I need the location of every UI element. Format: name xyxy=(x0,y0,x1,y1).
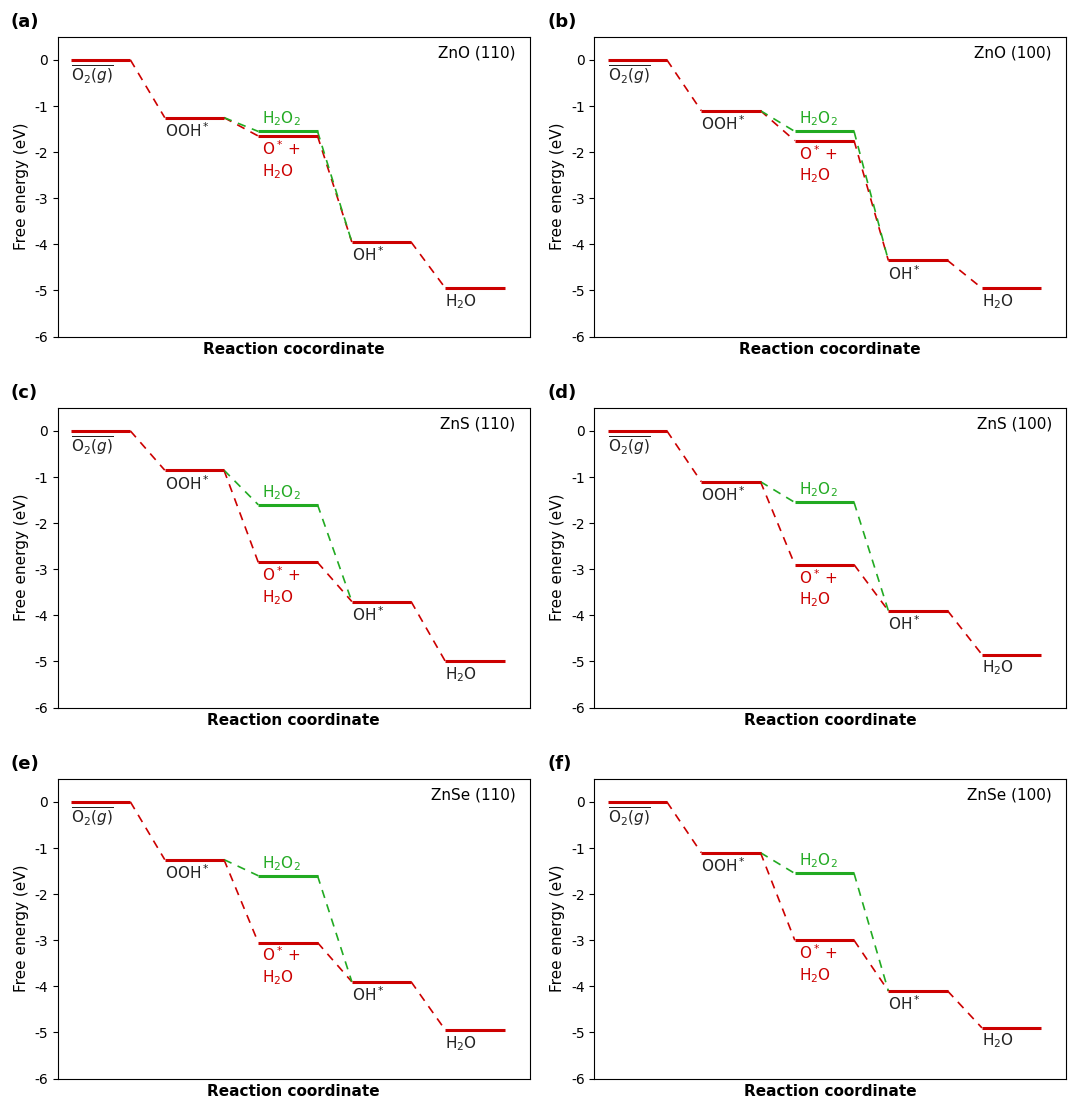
X-axis label: Reaction coordinate: Reaction coordinate xyxy=(207,1084,380,1100)
Y-axis label: Free energy (eV): Free energy (eV) xyxy=(14,865,29,993)
Text: $\mathrm{H_2O_2}$: $\mathrm{H_2O_2}$ xyxy=(262,109,301,128)
X-axis label: Reaction cocordinate: Reaction cocordinate xyxy=(203,342,384,357)
Text: $\mathrm{H_2O}$: $\mathrm{H_2O}$ xyxy=(445,1034,477,1053)
Text: $\mathrm{OOH^*}$: $\mathrm{OOH^*}$ xyxy=(165,864,210,881)
Text: $\mathrm{O^*+}$
$\mathrm{H_2O}$: $\mathrm{O^*+}$ $\mathrm{H_2O}$ xyxy=(799,944,837,985)
Text: $\mathrm{H_2O_2}$: $\mathrm{H_2O_2}$ xyxy=(799,481,837,500)
Text: $\mathrm{OH^*}$: $\mathrm{OH^*}$ xyxy=(889,995,921,1013)
Text: (d): (d) xyxy=(548,384,577,402)
Text: (a): (a) xyxy=(11,13,39,31)
Text: ZnSe (110): ZnSe (110) xyxy=(431,788,515,802)
Text: $\overline{\mathrm{O_2}(g)}$: $\overline{\mathrm{O_2}(g)}$ xyxy=(608,63,650,87)
Text: $\mathrm{H_2O_2}$: $\mathrm{H_2O_2}$ xyxy=(799,851,837,870)
Text: $\overline{\mathrm{O_2}(g)}$: $\overline{\mathrm{O_2}(g)}$ xyxy=(71,806,114,829)
X-axis label: Reaction coordinate: Reaction coordinate xyxy=(744,713,917,728)
Text: (c): (c) xyxy=(11,384,38,402)
Text: ZnSe (100): ZnSe (100) xyxy=(968,788,1052,802)
X-axis label: Reaction coordinate: Reaction coordinate xyxy=(744,1084,917,1100)
Text: $\mathrm{H_2O_2}$: $\mathrm{H_2O_2}$ xyxy=(799,109,837,128)
Y-axis label: Free energy (eV): Free energy (eV) xyxy=(551,124,566,250)
Text: ZnS (100): ZnS (100) xyxy=(976,417,1052,432)
Text: (b): (b) xyxy=(548,13,577,31)
Text: $\mathrm{OH^*}$: $\mathrm{OH^*}$ xyxy=(889,264,921,283)
Text: $\overline{\mathrm{O_2}(g)}$: $\overline{\mathrm{O_2}(g)}$ xyxy=(71,63,114,87)
Text: $\mathrm{OOH^*}$: $\mathrm{OOH^*}$ xyxy=(165,474,210,493)
Text: ZnO (110): ZnO (110) xyxy=(437,46,515,61)
Text: $\mathrm{H_2O}$: $\mathrm{H_2O}$ xyxy=(982,1032,1014,1051)
Text: $\mathrm{H_2O}$: $\mathrm{H_2O}$ xyxy=(982,658,1014,677)
Text: $\overline{\mathrm{O_2}(g)}$: $\overline{\mathrm{O_2}(g)}$ xyxy=(71,435,114,457)
Text: $\mathrm{H_2O_2}$: $\mathrm{H_2O_2}$ xyxy=(262,854,301,873)
Text: (f): (f) xyxy=(548,755,571,772)
Text: $\mathrm{O^*+}$
$\mathrm{H_2O}$: $\mathrm{O^*+}$ $\mathrm{H_2O}$ xyxy=(262,139,300,181)
Text: $\mathrm{OOH^*}$: $\mathrm{OOH^*}$ xyxy=(165,121,210,140)
Y-axis label: Free energy (eV): Free energy (eV) xyxy=(551,865,566,993)
Text: $\mathrm{O^*+}$
$\mathrm{H_2O}$: $\mathrm{O^*+}$ $\mathrm{H_2O}$ xyxy=(799,144,837,186)
Text: $\mathrm{OOH^*}$: $\mathrm{OOH^*}$ xyxy=(701,485,746,504)
X-axis label: Reaction cocordinate: Reaction cocordinate xyxy=(740,342,921,357)
Text: $\mathrm{O^*+}$
$\mathrm{H_2O}$: $\mathrm{O^*+}$ $\mathrm{H_2O}$ xyxy=(262,565,300,608)
Y-axis label: Free energy (eV): Free energy (eV) xyxy=(14,124,29,250)
Text: $\overline{\mathrm{O_2}(g)}$: $\overline{\mathrm{O_2}(g)}$ xyxy=(608,806,650,829)
Y-axis label: Free energy (eV): Free energy (eV) xyxy=(551,494,566,621)
Text: $\mathrm{O^*+}$
$\mathrm{H_2O}$: $\mathrm{O^*+}$ $\mathrm{H_2O}$ xyxy=(799,568,837,610)
Text: ZnS (110): ZnS (110) xyxy=(441,417,515,432)
Text: $\mathrm{O^*+}$
$\mathrm{H_2O}$: $\mathrm{O^*+}$ $\mathrm{H_2O}$ xyxy=(262,946,300,987)
X-axis label: Reaction coordinate: Reaction coordinate xyxy=(207,713,380,728)
Text: (e): (e) xyxy=(11,755,40,772)
Text: $\mathrm{OH^*}$: $\mathrm{OH^*}$ xyxy=(889,614,921,633)
Text: $\mathrm{OOH^*}$: $\mathrm{OOH^*}$ xyxy=(701,856,746,875)
Text: $\mathrm{OOH^*}$: $\mathrm{OOH^*}$ xyxy=(701,115,746,134)
Text: $\mathrm{OH^*}$: $\mathrm{OH^*}$ xyxy=(352,246,384,265)
Text: $\mathrm{H_2O}$: $\mathrm{H_2O}$ xyxy=(445,666,477,683)
Y-axis label: Free energy (eV): Free energy (eV) xyxy=(14,494,29,621)
Text: ZnO (100): ZnO (100) xyxy=(974,46,1052,61)
Text: $\mathrm{H_2O}$: $\mathrm{H_2O}$ xyxy=(982,292,1014,311)
Text: $\mathrm{OH^*}$: $\mathrm{OH^*}$ xyxy=(352,985,384,1004)
Text: $\mathrm{H_2O_2}$: $\mathrm{H_2O_2}$ xyxy=(262,483,301,502)
Text: $\mathrm{OH^*}$: $\mathrm{OH^*}$ xyxy=(352,605,384,624)
Text: $\overline{\mathrm{O_2}(g)}$: $\overline{\mathrm{O_2}(g)}$ xyxy=(608,435,650,457)
Text: $\mathrm{H_2O}$: $\mathrm{H_2O}$ xyxy=(445,292,477,311)
